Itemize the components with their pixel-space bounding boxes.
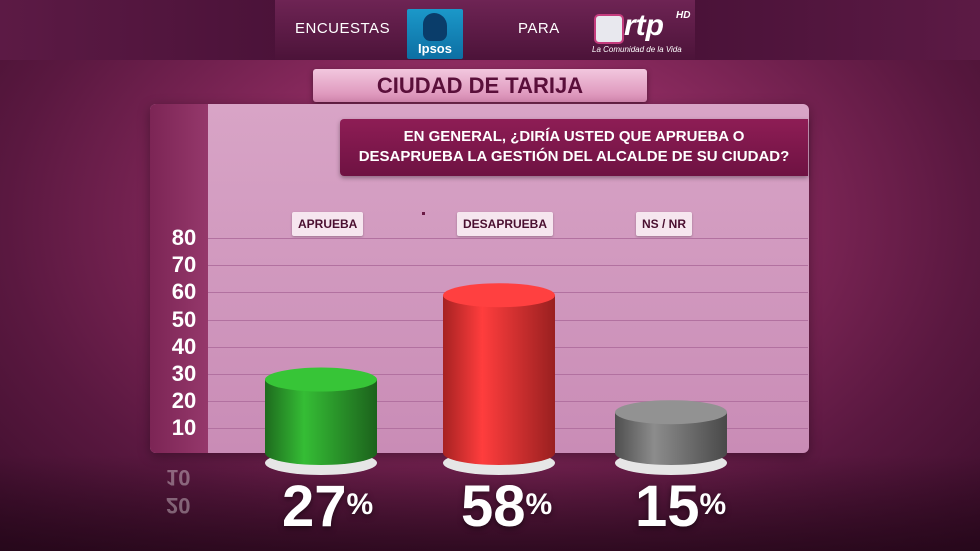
rtp-grid-icon (594, 14, 624, 44)
ipsos-label: Ipsos (418, 41, 452, 56)
bar-cap-nsnr (615, 400, 727, 425)
category-label-aprueba: APRUEBA (292, 212, 364, 236)
bar-nsnr (615, 412, 727, 465)
grid-line-80 (208, 238, 808, 239)
ipsos-logo: Ipsos (407, 9, 463, 59)
city-title-box: CIUDAD DE TARIJA (313, 69, 647, 102)
percent-label-desaprueba: 58% (461, 477, 552, 537)
reflected-tick-10: 10 (166, 465, 191, 490)
percent-value-desaprueba: 58 (461, 474, 526, 539)
rtp-tagline: La Comunidad de la Vida (592, 45, 682, 54)
grid-line-70 (208, 265, 808, 267)
y-tick-label-10: 10 (171, 415, 197, 441)
y-tick-label-20: 20 (171, 388, 197, 414)
percent-sign-desaprueba: % (525, 488, 553, 521)
bar-aprueba (265, 379, 377, 465)
para-text: PARA (518, 20, 560, 37)
percent-sign-nsnr: % (699, 488, 727, 521)
y-tick-label-80: 80 (171, 225, 197, 250)
y-tick-label-60: 60 (171, 279, 197, 305)
bar-cap-desaprueba (443, 283, 555, 308)
percent-value-aprueba: 27 (282, 474, 347, 539)
question-line-1: EN GENERAL, ¿DIRÍA USTED QUE APRUEBA O (403, 128, 745, 145)
y-tick-label-40: 40 (171, 333, 197, 359)
rtp-word: rtp (624, 9, 664, 42)
y-tick-label-70: 70 (171, 252, 197, 278)
ipsos-face-icon (423, 13, 447, 41)
percent-label-aprueba: 27% (282, 477, 373, 537)
encuestas-text: ENCUESTAS (295, 20, 391, 37)
y-tick-label-50: 50 (171, 306, 197, 332)
rtp-hd: HD (676, 10, 691, 21)
top-band (275, 0, 695, 60)
y-tick-label-30: 30 (171, 361, 197, 386)
rtp-logo: rtp HD La Comunidad de la Vida (592, 10, 702, 58)
question-box: EN GENERAL, ¿DIRÍA USTED QUE APRUEBA O D… (340, 119, 808, 176)
chart-panel-axis-strip (150, 104, 208, 453)
category-label-nsnr: NS / NR (636, 212, 693, 236)
city-title: CIUDAD DE TARIJA (376, 73, 584, 98)
reflected-tick-20: 20 (166, 493, 191, 518)
percent-label-nsnr: 15% (635, 477, 726, 537)
percent-sign-aprueba: % (346, 488, 374, 521)
decorative-dot (422, 212, 425, 215)
bar-cap-aprueba (265, 367, 377, 392)
category-label-desaprueba: DESAPRUEBA (457, 212, 554, 236)
question-line-2: DESAPRUEBA LA GESTIÓN DEL ALCALDE DE SU … (358, 148, 790, 165)
percent-value-nsnr: 15 (635, 474, 700, 539)
bar-desaprueba (443, 295, 555, 465)
